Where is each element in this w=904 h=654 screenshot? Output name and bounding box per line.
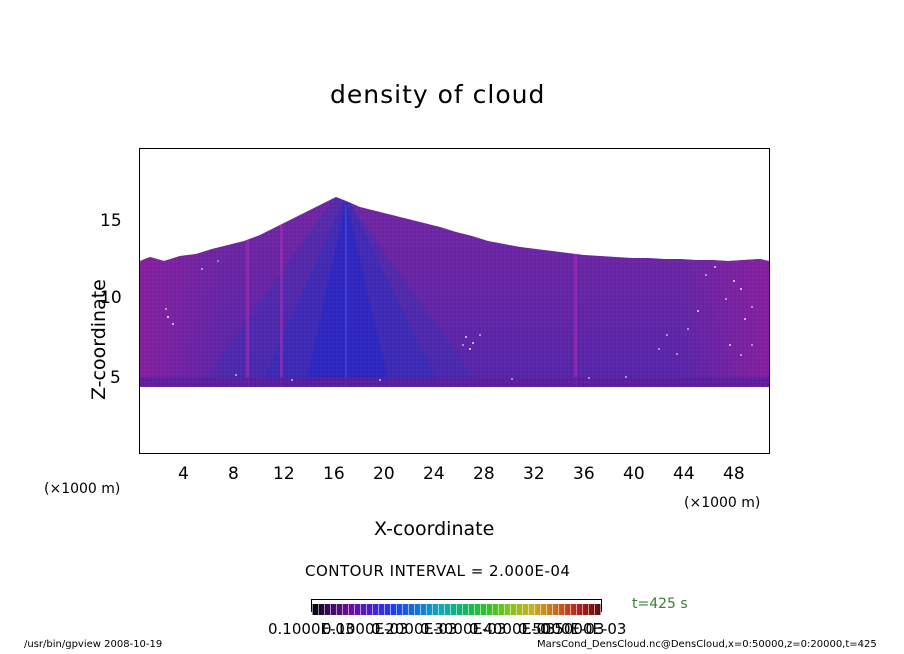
xtick-8: 8 [228,464,239,484]
xtick-12: 12 [273,464,295,484]
ytick-15: 15 [100,211,122,231]
cbar-label-5: 0.5000E-03 [518,620,605,638]
y-units-label: (×1000 m) [44,481,121,497]
footer-right: MarsCond_DensCloud.nc@DensCloud,x=0:5000… [537,639,877,650]
xtick-48: 48 [723,464,745,484]
xtick-28: 28 [473,464,495,484]
xtick-36: 36 [573,464,595,484]
xtick-40: 40 [623,464,645,484]
plot-area [139,148,770,454]
cbar-label-3: 0.3000E-03 [420,620,507,638]
y-axis-label: Z-coordinate [88,279,110,400]
speckles [165,260,753,381]
xtick-24: 24 [423,464,445,484]
chart-title: density of cloud [330,80,546,109]
contour-interval-label: CONTOUR INTERVAL = 2.000E-04 [305,562,571,580]
ytick-10: 10 [100,288,122,308]
xtick-20: 20 [373,464,395,484]
cbar-label-6: 0.5000E-03 [540,620,627,638]
cbar-label-1: 0.1000E-03 [322,620,409,638]
xtick-32: 32 [523,464,545,484]
xtick-16: 16 [323,464,345,484]
density-field [140,149,769,453]
cbar-label-2: 0.2000E-03 [371,620,458,638]
ytick-5: 5 [110,368,121,388]
x-units-label: (×1000 m) [684,495,761,511]
colorbar [311,599,602,615]
xtick-4: 4 [178,464,189,484]
cbar-label-4: 0.4000E-03 [469,620,556,638]
x-axis-label: X-coordinate [374,518,495,540]
time-annotation: t=425 s [632,596,688,612]
xtick-44: 44 [673,464,695,484]
footer-left: /usr/bin/gpview 2008-10-19 [24,639,163,650]
cbar-label-0: 0.1000E-03 [268,620,355,638]
